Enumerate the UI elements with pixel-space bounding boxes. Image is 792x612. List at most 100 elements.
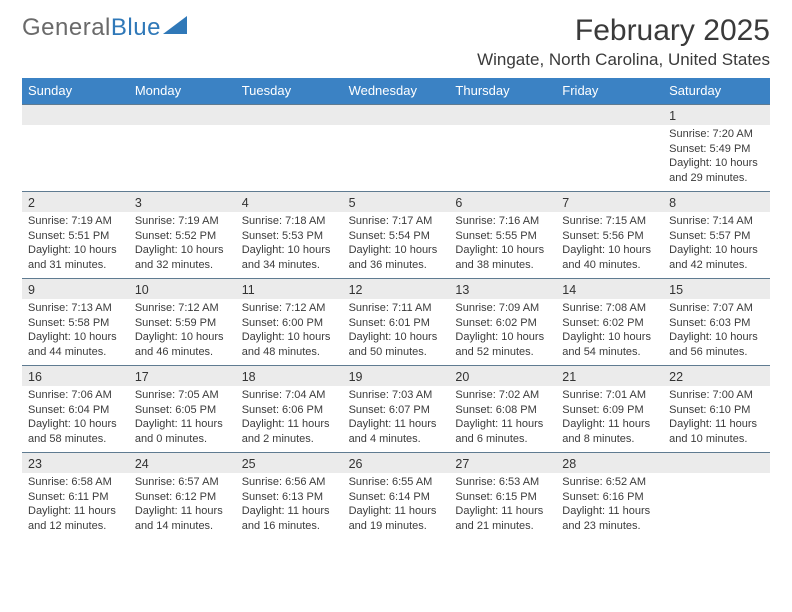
sunset-text: Sunset: 6:02 PM	[455, 316, 550, 331]
day-cell: 27Sunrise: 6:53 AMSunset: 6:15 PMDayligh…	[449, 452, 556, 539]
day-number: 26	[343, 452, 450, 473]
day-number: 15	[663, 278, 770, 299]
title-box: February 2025 Wingate, North Carolina, U…	[477, 14, 770, 76]
dow-sunday: Sunday	[22, 78, 129, 104]
day-content: Sunrise: 7:15 AMSunset: 5:56 PMDaylight:…	[556, 212, 663, 278]
day-number: 18	[236, 365, 343, 386]
day-number: 23	[22, 452, 129, 473]
daylight-text: Daylight: 10 hours and 36 minutes.	[349, 243, 444, 272]
sunset-text: Sunset: 5:49 PM	[669, 142, 764, 157]
sunset-text: Sunset: 6:15 PM	[455, 490, 550, 505]
header-row: GeneralBlue February 2025 Wingate, North…	[22, 14, 770, 76]
sunrise-text: Sunrise: 7:11 AM	[349, 301, 444, 316]
sunset-text: Sunset: 6:10 PM	[669, 403, 764, 418]
sunset-text: Sunset: 5:57 PM	[669, 229, 764, 244]
day-number-empty	[343, 104, 450, 125]
sunset-text: Sunset: 6:13 PM	[242, 490, 337, 505]
week-row: 9Sunrise: 7:13 AMSunset: 5:58 PMDaylight…	[22, 278, 770, 365]
day-cell: 17Sunrise: 7:05 AMSunset: 6:05 PMDayligh…	[129, 365, 236, 452]
day-content: Sunrise: 7:14 AMSunset: 5:57 PMDaylight:…	[663, 212, 770, 278]
sunset-text: Sunset: 6:16 PM	[562, 490, 657, 505]
day-content: Sunrise: 7:06 AMSunset: 6:04 PMDaylight:…	[22, 386, 129, 452]
sunset-text: Sunset: 5:56 PM	[562, 229, 657, 244]
sunset-text: Sunset: 6:04 PM	[28, 403, 123, 418]
dow-header-row: Sunday Monday Tuesday Wednesday Thursday…	[22, 78, 770, 104]
day-content: Sunrise: 6:52 AMSunset: 6:16 PMDaylight:…	[556, 473, 663, 539]
daylight-text: Daylight: 11 hours and 19 minutes.	[349, 504, 444, 533]
day-cell: 28Sunrise: 6:52 AMSunset: 6:16 PMDayligh…	[556, 452, 663, 539]
day-cell: 16Sunrise: 7:06 AMSunset: 6:04 PMDayligh…	[22, 365, 129, 452]
sunrise-text: Sunrise: 7:02 AM	[455, 388, 550, 403]
sunset-text: Sunset: 6:09 PM	[562, 403, 657, 418]
sunrise-text: Sunrise: 7:14 AM	[669, 214, 764, 229]
day-number: 21	[556, 365, 663, 386]
day-content: Sunrise: 7:04 AMSunset: 6:06 PMDaylight:…	[236, 386, 343, 452]
dow-friday: Friday	[556, 78, 663, 104]
week-row: 1Sunrise: 7:20 AMSunset: 5:49 PMDaylight…	[22, 104, 770, 191]
day-number-empty	[22, 104, 129, 125]
sunset-text: Sunset: 6:11 PM	[28, 490, 123, 505]
day-content: Sunrise: 6:57 AMSunset: 6:12 PMDaylight:…	[129, 473, 236, 539]
day-number: 20	[449, 365, 556, 386]
day-cell: 24Sunrise: 6:57 AMSunset: 6:12 PMDayligh…	[129, 452, 236, 539]
day-number: 5	[343, 191, 450, 212]
day-content: Sunrise: 7:19 AMSunset: 5:52 PMDaylight:…	[129, 212, 236, 278]
day-number-empty	[236, 104, 343, 125]
logo-triangle-icon	[163, 16, 189, 36]
sunset-text: Sunset: 6:03 PM	[669, 316, 764, 331]
day-number: 9	[22, 278, 129, 299]
day-cell: 25Sunrise: 6:56 AMSunset: 6:13 PMDayligh…	[236, 452, 343, 539]
day-number: 28	[556, 452, 663, 473]
day-cell: 8Sunrise: 7:14 AMSunset: 5:57 PMDaylight…	[663, 191, 770, 278]
day-cell: 15Sunrise: 7:07 AMSunset: 6:03 PMDayligh…	[663, 278, 770, 365]
daylight-text: Daylight: 10 hours and 31 minutes.	[28, 243, 123, 272]
location-text: Wingate, North Carolina, United States	[477, 50, 770, 70]
day-number-empty	[663, 452, 770, 473]
calendar-page: GeneralBlue February 2025 Wingate, North…	[0, 0, 792, 612]
day-cell	[449, 104, 556, 191]
day-cell	[236, 104, 343, 191]
day-number: 11	[236, 278, 343, 299]
day-cell: 13Sunrise: 7:09 AMSunset: 6:02 PMDayligh…	[449, 278, 556, 365]
day-number: 22	[663, 365, 770, 386]
day-number: 4	[236, 191, 343, 212]
day-cell: 22Sunrise: 7:00 AMSunset: 6:10 PMDayligh…	[663, 365, 770, 452]
sunrise-text: Sunrise: 7:15 AM	[562, 214, 657, 229]
daylight-text: Daylight: 10 hours and 29 minutes.	[669, 156, 764, 185]
sunset-text: Sunset: 6:05 PM	[135, 403, 230, 418]
weeks-container: 1Sunrise: 7:20 AMSunset: 5:49 PMDaylight…	[22, 104, 770, 539]
day-content: Sunrise: 6:53 AMSunset: 6:15 PMDaylight:…	[449, 473, 556, 539]
daylight-text: Daylight: 11 hours and 21 minutes.	[455, 504, 550, 533]
daylight-text: Daylight: 11 hours and 2 minutes.	[242, 417, 337, 446]
sunset-text: Sunset: 6:14 PM	[349, 490, 444, 505]
week-row: 16Sunrise: 7:06 AMSunset: 6:04 PMDayligh…	[22, 365, 770, 452]
daylight-text: Daylight: 11 hours and 12 minutes.	[28, 504, 123, 533]
day-cell: 5Sunrise: 7:17 AMSunset: 5:54 PMDaylight…	[343, 191, 450, 278]
daylight-text: Daylight: 10 hours and 32 minutes.	[135, 243, 230, 272]
day-content: Sunrise: 7:00 AMSunset: 6:10 PMDaylight:…	[663, 386, 770, 452]
sunrise-text: Sunrise: 6:55 AM	[349, 475, 444, 490]
day-content: Sunrise: 7:11 AMSunset: 6:01 PMDaylight:…	[343, 299, 450, 365]
day-number: 8	[663, 191, 770, 212]
sunset-text: Sunset: 6:00 PM	[242, 316, 337, 331]
sunset-text: Sunset: 6:02 PM	[562, 316, 657, 331]
day-content: Sunrise: 6:58 AMSunset: 6:11 PMDaylight:…	[22, 473, 129, 539]
day-content: Sunrise: 6:55 AMSunset: 6:14 PMDaylight:…	[343, 473, 450, 539]
daylight-text: Daylight: 11 hours and 6 minutes.	[455, 417, 550, 446]
week-row: 23Sunrise: 6:58 AMSunset: 6:11 PMDayligh…	[22, 452, 770, 539]
sunrise-text: Sunrise: 6:56 AM	[242, 475, 337, 490]
sunrise-text: Sunrise: 7:12 AM	[135, 301, 230, 316]
day-content: Sunrise: 7:18 AMSunset: 5:53 PMDaylight:…	[236, 212, 343, 278]
sunset-text: Sunset: 5:55 PM	[455, 229, 550, 244]
sunrise-text: Sunrise: 7:17 AM	[349, 214, 444, 229]
day-number: 25	[236, 452, 343, 473]
day-cell: 2Sunrise: 7:19 AMSunset: 5:51 PMDaylight…	[22, 191, 129, 278]
day-number: 2	[22, 191, 129, 212]
day-cell: 6Sunrise: 7:16 AMSunset: 5:55 PMDaylight…	[449, 191, 556, 278]
sunset-text: Sunset: 6:01 PM	[349, 316, 444, 331]
day-cell	[129, 104, 236, 191]
sunrise-text: Sunrise: 7:06 AM	[28, 388, 123, 403]
day-cell: 1Sunrise: 7:20 AMSunset: 5:49 PMDaylight…	[663, 104, 770, 191]
dow-wednesday: Wednesday	[343, 78, 450, 104]
daylight-text: Daylight: 10 hours and 54 minutes.	[562, 330, 657, 359]
